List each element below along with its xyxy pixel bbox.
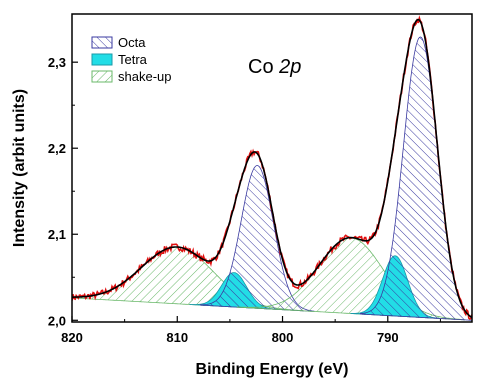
legend-swatch-tetra [91,53,113,66]
y-axis-title: Intensity (arbit units) [11,89,28,247]
fit-components [72,36,472,321]
plot-frame [71,13,473,323]
legend-swatch-octa [91,36,113,49]
legend-label-shake-up: shake-up [118,69,171,84]
legend: Octa Tetra shake-up [91,35,171,84]
axis-ticks: 820 810 800 790 2,0 2,1 2,2 2,3 [48,55,441,345]
legend-swatch-shake-up [91,70,113,83]
component-peak-octa-5 [360,36,472,321]
x-axis-title: Binding Energy (eV) [196,361,349,378]
y-tick-label: 2,1 [48,227,66,242]
data-series [72,15,472,320]
fit-envelope-curve [72,18,472,319]
y-tick-label: 2,0 [48,313,66,328]
x-tick-label: 820 [61,330,83,345]
legend-label-tetra: Tetra [118,52,148,67]
annotation-co2p: Co 2p [248,56,301,78]
y-tick-label: 2,2 [48,141,66,156]
x-tick-label: 800 [272,330,294,345]
y-tick-label: 2,3 [48,55,66,70]
x-tick-label: 790 [377,330,399,345]
x-tick-label: 810 [166,330,188,345]
legend-label-octa: Octa [118,35,146,50]
